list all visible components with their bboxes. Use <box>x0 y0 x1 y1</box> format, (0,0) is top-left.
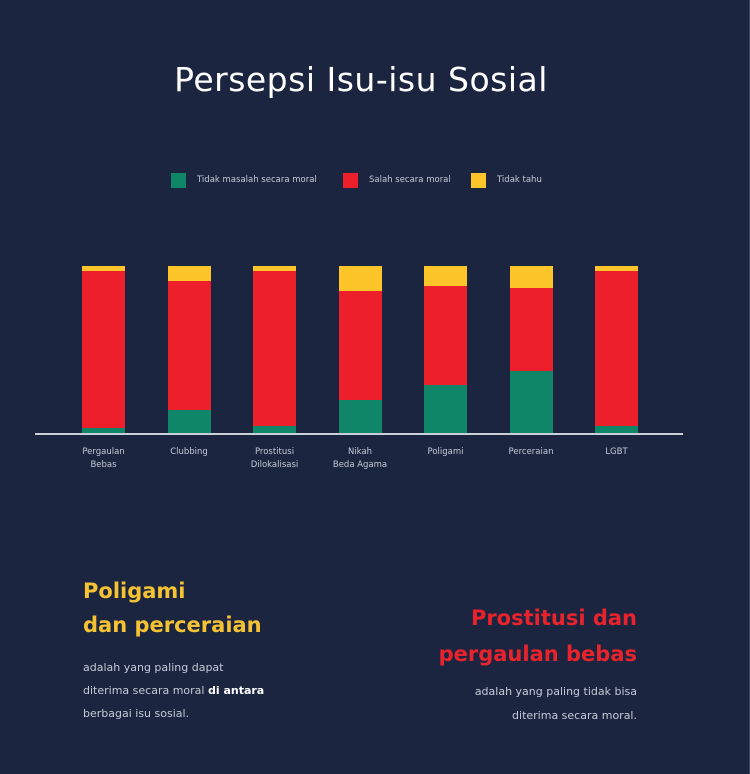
legend-label: Salah secara moral <box>369 175 451 185</box>
x-axis-label: Perceraian <box>508 447 554 457</box>
bar-segment <box>167 281 211 410</box>
x-axis-label: Pergaulan Bebas <box>82 447 125 470</box>
callout-most-accepted: Poligami dan perceraian adalah yang pali… <box>83 574 383 725</box>
bar-segment <box>509 371 553 433</box>
legend-label: Tidak masalah secara moral <box>197 175 317 185</box>
x-axis-label: Clubbing <box>170 447 208 457</box>
heading-line: pergaulan bebas <box>438 642 637 666</box>
body-line: diterima secara moral di antara <box>83 679 383 702</box>
x-axis-label: Prostitusi Dilokalisasi <box>250 447 299 470</box>
legend-item-salah: Salah secara moral <box>343 172 451 188</box>
chart-title: Persepsi Isu-isu Sosial <box>174 60 548 100</box>
body-line: adalah yang paling tidak bisa <box>474 685 637 698</box>
bar-segment <box>595 426 638 433</box>
bar-segment <box>338 399 382 433</box>
heading-line: Prostitusi dan <box>470 606 637 630</box>
legend-swatch-green <box>171 172 186 188</box>
legend-label: Tidak tahu <box>497 175 542 185</box>
callout-body: adalah yang paling tidak bisa diterima s… <box>317 680 637 728</box>
bar-segment <box>253 266 296 271</box>
stacked-bar <box>424 266 467 433</box>
bar-segment <box>424 286 467 385</box>
bar-segment <box>595 266 638 271</box>
chart-plot-area: Pergaulan Bebas Clubbing Prostitusi Dilokali… <box>35 266 683 470</box>
body-line: berbagai isu sosial. <box>83 707 190 720</box>
stacked-bar <box>338 266 382 433</box>
stacked-bar <box>253 266 296 433</box>
callout-body: adalah yang paling dapat diterima secara… <box>83 656 383 725</box>
x-axis-label: Poligami <box>427 447 464 457</box>
stacked-bar <box>167 266 211 433</box>
stacked-bar <box>595 266 638 433</box>
bar-segment <box>595 271 638 427</box>
callout-heading: Poligami dan perceraian <box>83 574 383 642</box>
callout-heading: Prostitusi dan pergaulan bebas <box>317 600 637 672</box>
legend-item-tidak-tahu: Tidak tahu <box>471 172 542 188</box>
bar-segment <box>424 266 467 287</box>
bar-segment <box>167 409 211 433</box>
body-line: diterima secara moral. <box>512 709 637 722</box>
bar-segment <box>167 266 211 282</box>
bar-segment <box>424 384 467 433</box>
body-text: diterima secara moral <box>83 684 208 697</box>
x-axis-label: LGBT <box>605 447 628 457</box>
x-axis-label: Nikah Beda Agama <box>332 447 388 470</box>
bar-segment <box>509 266 553 288</box>
bar-segment <box>338 266 382 292</box>
legend-swatch-red <box>343 172 358 188</box>
body-line: adalah yang paling dapat <box>83 661 224 674</box>
bar-segment <box>338 291 382 400</box>
callout-least-accepted: Prostitusi dan pergaulan bebas adalah ya… <box>317 600 637 728</box>
stacked-bar <box>509 266 553 433</box>
bar-segment <box>253 271 296 427</box>
legend-swatch-yellow <box>471 172 486 188</box>
stacked-bar <box>82 266 125 433</box>
bar-segment <box>82 266 125 271</box>
heading-line: dan perceraian <box>83 613 262 637</box>
body-emphasis: di antara <box>207 684 265 697</box>
bar-segment <box>82 271 125 428</box>
bar-segment <box>82 427 125 433</box>
x-axis-line <box>35 433 683 435</box>
legend-item-tidak-masalah: Tidak masalah secara moral <box>171 172 317 188</box>
bar-segment <box>253 426 296 433</box>
heading-line: Poligami <box>83 579 186 603</box>
bar-segment <box>509 287 553 372</box>
